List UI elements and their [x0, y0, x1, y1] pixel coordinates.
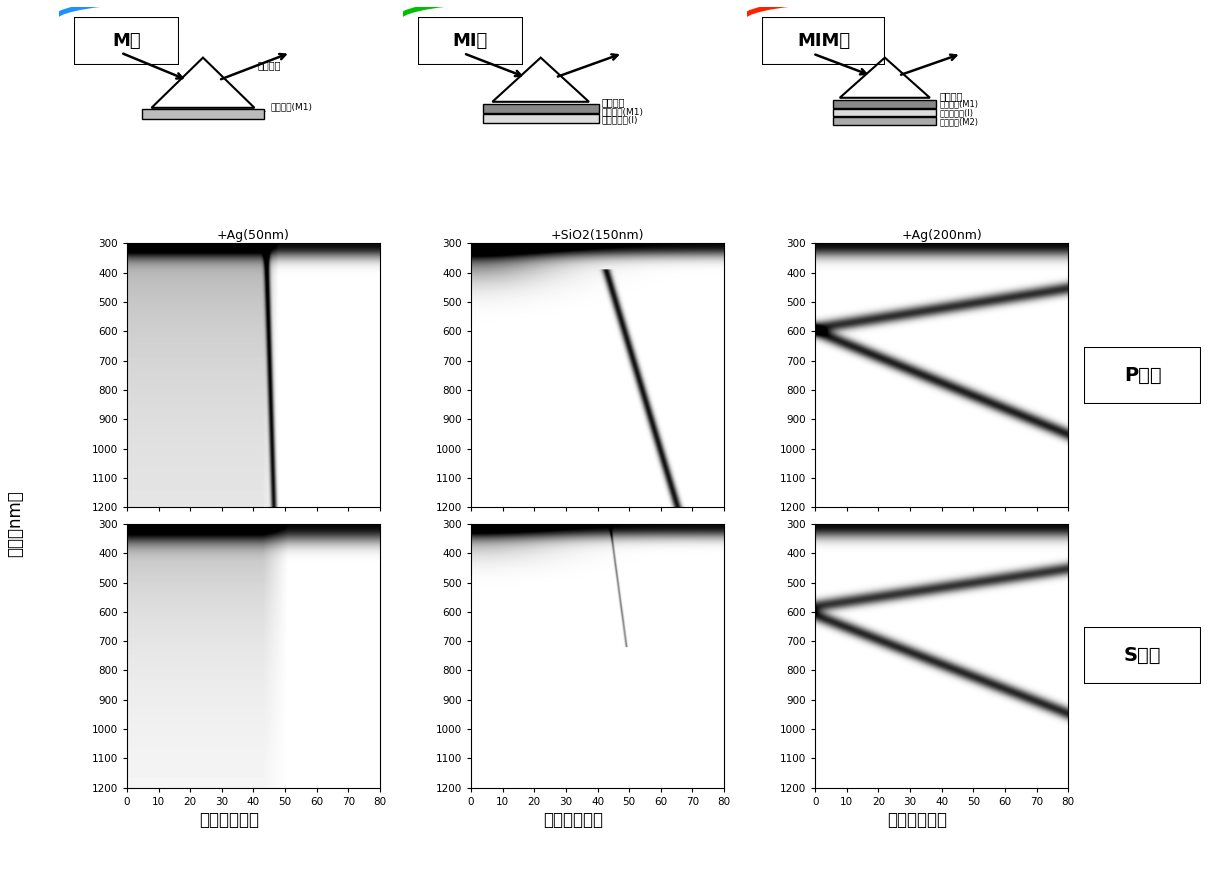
Bar	[833, 118, 936, 125]
Text: 金属薄膜(M1): 金属薄膜(M1)	[253, 103, 313, 114]
Text: M型: M型	[112, 32, 140, 51]
Text: 金属薄膜(M1): 金属薄膜(M1)	[602, 107, 644, 116]
Bar	[483, 104, 599, 113]
Text: 入射角［度］: 入射角［度］	[198, 811, 259, 828]
Text: プリズム: プリズム	[602, 97, 626, 107]
Bar	[833, 100, 936, 108]
Text: プリズム: プリズム	[940, 91, 963, 100]
Text: S偏光: S偏光	[1124, 646, 1162, 665]
Title: +SiO2(150nm): +SiO2(150nm)	[551, 230, 644, 242]
Title: +Ag(50nm): +Ag(50nm)	[217, 230, 290, 242]
Text: MIM型: MIM型	[797, 32, 850, 51]
Text: P偏光: P偏光	[1124, 366, 1162, 385]
Text: プリズム: プリズム	[257, 60, 281, 70]
Text: 誘電体薄膜(I): 誘電体薄膜(I)	[602, 115, 638, 124]
Bar	[142, 109, 264, 119]
Bar	[833, 109, 936, 116]
Polygon shape	[152, 58, 255, 108]
Text: 入射角［度］: 入射角［度］	[543, 811, 602, 828]
Text: 入射角［度］: 入射角［度］	[887, 811, 947, 828]
Text: MI型: MI型	[453, 32, 488, 51]
Text: 波長［nm］: 波長［nm］	[6, 491, 23, 557]
Title: +Ag(200nm): +Ag(200nm)	[902, 230, 982, 242]
Polygon shape	[493, 58, 589, 102]
Polygon shape	[840, 58, 930, 98]
Text: 金属薄膜(M1): 金属薄膜(M1)	[940, 100, 978, 109]
Text: 金属薄膜(M2): 金属薄膜(M2)	[940, 117, 978, 126]
Bar	[483, 113, 599, 123]
Text: 誘電体薄膜(I): 誘電体薄膜(I)	[940, 108, 973, 118]
